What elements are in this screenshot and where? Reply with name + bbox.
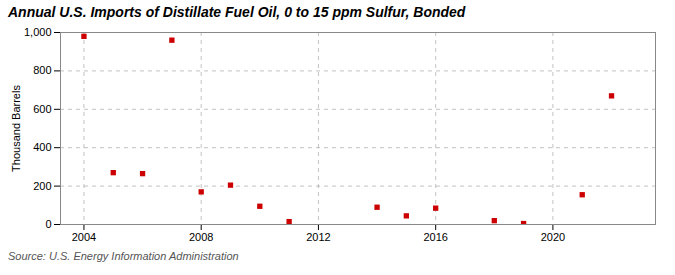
- svg-text:Thousand Barrels: Thousand Barrels: [10, 85, 22, 172]
- svg-text:600: 600: [33, 103, 51, 115]
- svg-text:2008: 2008: [189, 231, 213, 243]
- html-text:Source: U.S. Energy Informatio: Source: U.S. Energy Information Administ…: [8, 250, 239, 262]
- svg-text:400: 400: [33, 141, 51, 153]
- svg-text:200: 200: [33, 180, 51, 192]
- svg-text:800: 800: [33, 64, 51, 76]
- svg-text:2016: 2016: [423, 231, 447, 243]
- svg-text:0: 0: [45, 218, 51, 230]
- svg-text:2012: 2012: [306, 231, 330, 243]
- html-text:Annual U.S. Imports of Distill: Annual U.S. Imports of Distillate Fuel O…: [8, 4, 466, 20]
- svg-text:1,000: 1,000: [24, 26, 52, 38]
- svg-text:2004: 2004: [72, 231, 96, 243]
- svg-text:2020: 2020: [541, 231, 565, 243]
